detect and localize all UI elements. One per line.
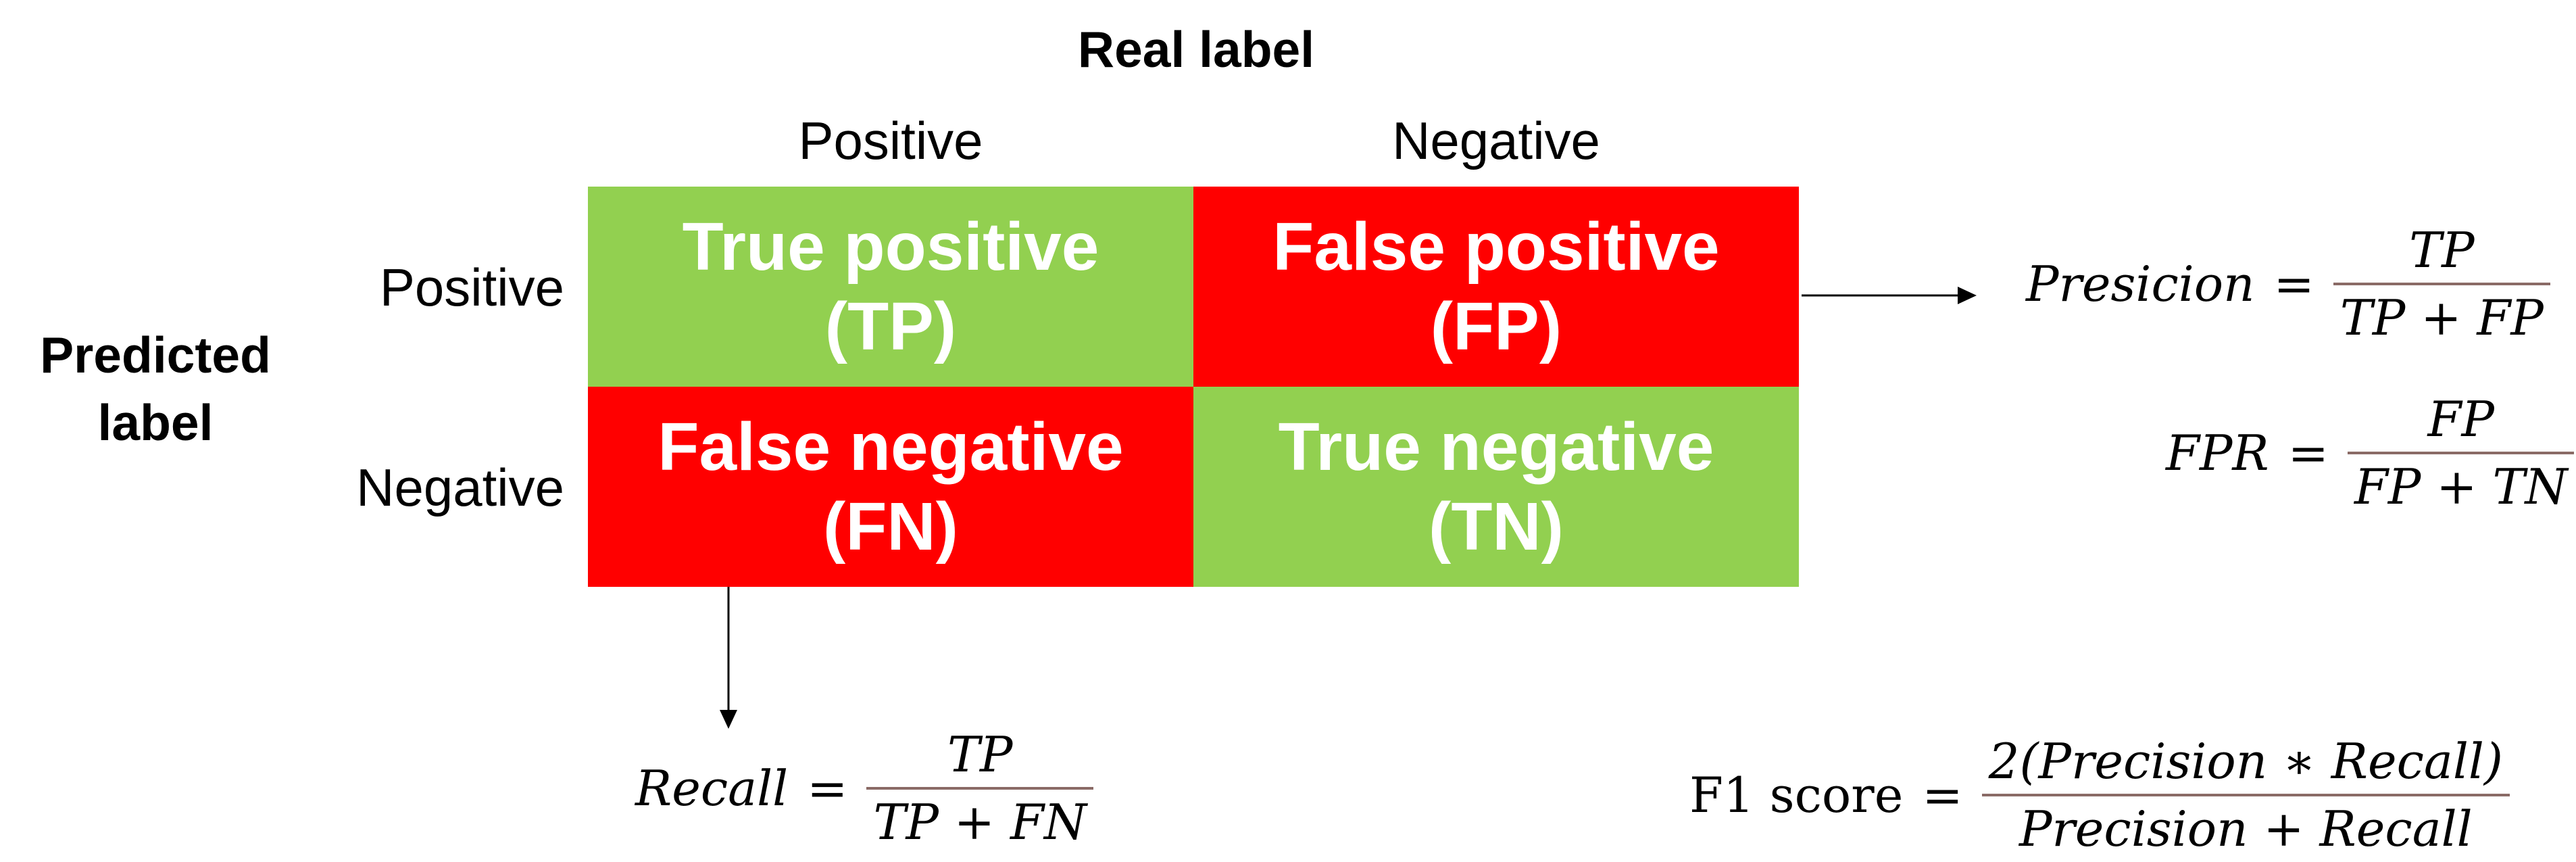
cell-fp-name: False positive	[1272, 209, 1720, 285]
arrow-to-recall	[720, 587, 737, 729]
recall-equals: =	[807, 760, 848, 817]
recall-lhs: Recall	[635, 760, 789, 817]
fpr-lhs: FPR	[2166, 425, 2269, 481]
precision-formula: Presicion = TP TP + FP	[2026, 218, 2550, 350]
f1-fraction: 2(Precision ∗ Recall) Precision + Recall	[1981, 729, 2510, 861]
precision-denominator: TP + FP	[2339, 289, 2544, 346]
recall-fraction: TP TP + FN	[866, 722, 1093, 855]
real-label-title: Real label	[1077, 21, 1315, 78]
cell-tp-abbr: (TP)	[824, 289, 957, 364]
fpr-denominator: FP + TN	[2354, 458, 2568, 515]
fpr-numerator: FP	[2427, 391, 2494, 448]
fpr-fraction: FP FP + TN	[2347, 387, 2575, 519]
recall-formula: Recall = TP TP + FN	[635, 722, 1093, 855]
cell-fn-name: False negative	[658, 409, 1124, 485]
f1-denominator: Precision + Recall	[2018, 800, 2473, 857]
f1-numerator: 2(Precision ∗ Recall)	[1988, 733, 2503, 790]
cell-true-positive: True positive (TP)	[588, 187, 1193, 387]
fpr-equals: =	[2287, 425, 2329, 481]
cell-false-negative: False negative (FN)	[588, 387, 1193, 587]
precision-fraction-bar	[2333, 283, 2550, 285]
cell-true-negative: True negative (TN)	[1193, 387, 1799, 587]
cell-tn-abbr: (TN)	[1429, 489, 1564, 565]
arrow-to-precision	[1802, 287, 1977, 304]
cell-false-positive: False positive (FP)	[1193, 187, 1799, 387]
column-header-positive: Positive	[798, 111, 983, 170]
column-header-negative: Negative	[1392, 111, 1600, 170]
cell-tp-name: True positive	[682, 209, 1099, 285]
f1-formula: F1 score = 2(Precision ∗ Recall) Precisi…	[1689, 729, 2510, 861]
precision-equals: =	[2273, 256, 2314, 312]
f1-fraction-bar	[1981, 794, 2510, 796]
fpr-fraction-bar	[2347, 452, 2575, 454]
precision-fraction: TP TP + FP	[2333, 218, 2550, 350]
cell-tn-name: True negative	[1278, 409, 1714, 485]
recall-numerator: TP	[947, 726, 1013, 783]
f1-equals: =	[1922, 767, 1963, 823]
cell-fp-abbr: (FP)	[1430, 289, 1562, 364]
predicted-label-line-2: label	[97, 394, 214, 451]
precision-numerator: TP	[2409, 222, 2475, 279]
precision-lhs: Presicion	[2026, 256, 2255, 312]
row-header-negative: Negative	[356, 458, 564, 517]
predicted-label-title: Predicted label	[14, 321, 297, 456]
fpr-formula: FPR = FP FP + TN	[2166, 387, 2575, 519]
recall-fraction-bar	[866, 787, 1093, 790]
predicted-label-line-1: Predicted	[40, 327, 271, 383]
row-header-positive: Positive	[379, 258, 564, 317]
cell-fn-abbr: (FN)	[823, 489, 958, 565]
recall-denominator: TP + FN	[873, 794, 1087, 851]
f1-lhs: F1 score	[1689, 767, 1904, 823]
